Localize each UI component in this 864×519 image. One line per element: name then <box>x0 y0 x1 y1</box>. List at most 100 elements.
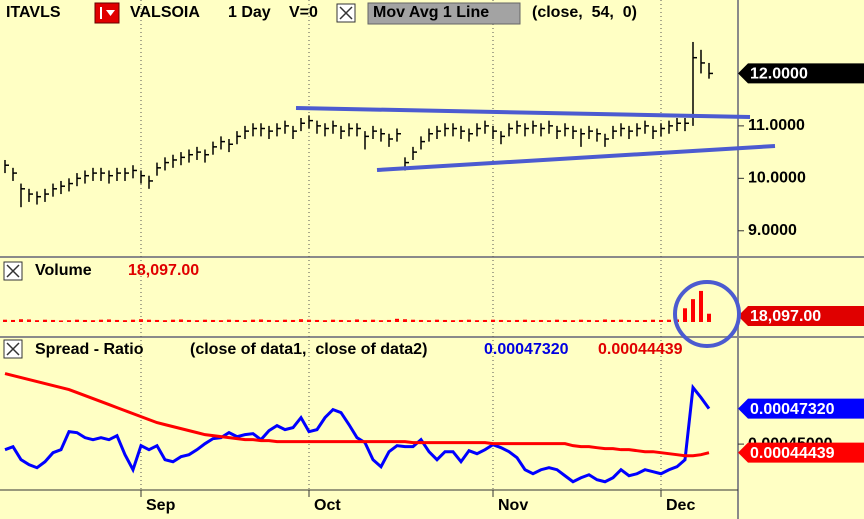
volume-bar <box>627 319 631 322</box>
volume-bar <box>539 319 543 322</box>
study-params: (close, 54, 0) <box>532 4 637 21</box>
volume-bar <box>331 319 335 322</box>
close-icon <box>6 264 20 278</box>
symbol: ITAVLS <box>6 4 61 21</box>
last-value-label: 0.00047320 <box>750 401 835 418</box>
volume-bar <box>147 319 151 322</box>
volume-bar <box>595 320 599 322</box>
volume-bar <box>131 319 135 322</box>
volume-bar <box>275 320 279 322</box>
interval: 1 Day <box>228 4 271 21</box>
x-tick-label: Dec <box>666 497 695 514</box>
menu-icon <box>100 7 102 19</box>
volume-bar <box>19 319 23 322</box>
volume-bar <box>187 319 191 322</box>
volume-bar <box>107 319 111 322</box>
volume-bar <box>371 319 375 322</box>
volume-bar <box>459 319 463 322</box>
volume-bar <box>355 319 359 322</box>
volume-bar <box>283 319 287 322</box>
volume-bar <box>243 320 247 322</box>
volume-bar <box>571 320 575 322</box>
volume-bar <box>555 319 559 322</box>
volume-bar <box>75 319 79 322</box>
study-name[interactable]: Mov Avg 1 Line <box>373 4 489 21</box>
volume-bar <box>115 319 119 322</box>
volume-bar <box>91 320 95 322</box>
volume-bar <box>379 320 383 322</box>
volume-bar <box>59 320 63 322</box>
volume-bar <box>483 319 487 322</box>
volume-close[interactable] <box>3 261 23 281</box>
volume-bar <box>443 319 447 322</box>
volume-bar <box>411 319 415 322</box>
volume-bar <box>499 319 503 322</box>
spread-value: 0.00044439 <box>598 341 683 358</box>
menu-icon <box>106 10 115 16</box>
volume-bar <box>603 319 607 322</box>
volume-bar <box>523 319 527 322</box>
close-icon <box>339 6 353 20</box>
volume-bar <box>67 320 71 322</box>
volume-bar <box>363 319 367 322</box>
volume-bar <box>403 319 407 322</box>
y-tick-label: 11.0000 <box>748 117 805 134</box>
volume-bar <box>683 308 687 322</box>
volume-bar <box>339 319 343 322</box>
y-tick-label: 10.0000 <box>748 170 806 187</box>
symbol-menu[interactable] <box>94 2 120 24</box>
spread-subtitle: (close of data1, close of data2) <box>190 341 427 358</box>
volume-bar <box>179 319 183 322</box>
volume-bar <box>691 299 695 322</box>
last-value-badge <box>738 398 864 419</box>
volume-bar <box>659 319 663 322</box>
volume-bar <box>139 319 143 322</box>
spread-line <box>4 372 710 458</box>
volume-bar <box>251 319 255 322</box>
volume-bar <box>323 320 327 322</box>
close-icon <box>6 342 20 356</box>
volume-bar <box>3 319 7 322</box>
volume-bar <box>195 320 199 322</box>
spread-line <box>4 383 711 484</box>
volume-bar <box>35 320 39 322</box>
volume-bar <box>467 319 471 322</box>
volume-bar <box>171 319 175 322</box>
volume-bar <box>43 319 47 322</box>
volume-bar <box>235 319 239 322</box>
volume-bar <box>699 290 703 322</box>
volume-bar <box>395 318 399 322</box>
volume-bar <box>667 319 671 322</box>
study-close[interactable] <box>336 3 356 23</box>
volume-bar <box>707 313 711 322</box>
study-box[interactable] <box>367 2 521 25</box>
volume-bar <box>347 320 351 322</box>
volume-bar <box>635 320 639 322</box>
volume-bar <box>27 319 31 322</box>
volume-value: 18,097.00 <box>128 262 199 279</box>
volume-bar <box>515 319 519 322</box>
last-value-badge <box>738 306 864 326</box>
last-value-label: 0.00044439 <box>750 445 835 462</box>
last-value-badge <box>738 63 864 84</box>
volume-bar <box>491 319 495 322</box>
volume-bar <box>83 319 87 322</box>
spread-title: Spread - Ratio <box>35 341 144 358</box>
volume-bar <box>531 320 535 322</box>
volume-bar <box>563 319 567 322</box>
volume-bar <box>259 319 263 322</box>
spread-close[interactable] <box>3 339 23 359</box>
volume-bar <box>435 319 439 322</box>
volume-bar <box>227 319 231 322</box>
y-tick-label: 9.0000 <box>748 222 797 239</box>
volume-bar <box>547 320 551 322</box>
volume-setting: V=0 <box>289 4 318 21</box>
volume-bar <box>651 319 655 322</box>
menu-button[interactable] <box>94 2 120 24</box>
highlight-circle <box>673 280 741 348</box>
volume-title: Volume <box>35 262 92 279</box>
trend-line <box>295 106 751 119</box>
volume-bar <box>203 319 207 322</box>
volume-bar <box>475 320 479 322</box>
